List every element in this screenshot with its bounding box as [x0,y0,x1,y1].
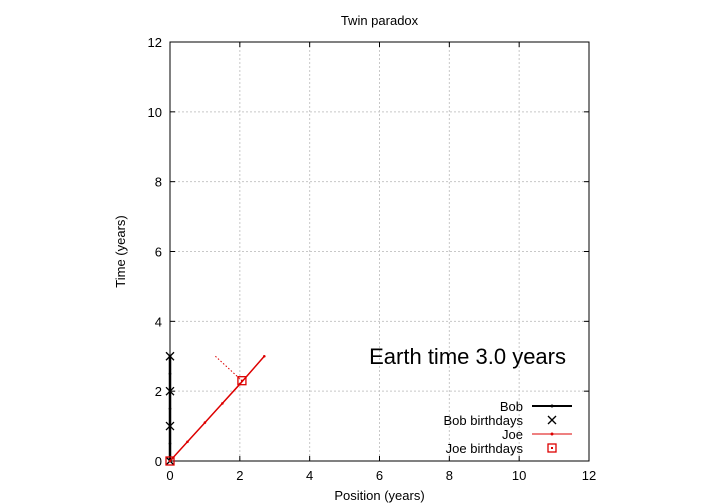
data-point [262,354,266,358]
legend-label: Bob [500,399,523,414]
x-marker [165,351,175,361]
x-marker [165,421,175,431]
x-tick-label: 12 [582,468,596,483]
data-point [203,421,207,424]
x-marker-stroke [165,351,175,361]
square-marker-outer [237,376,247,386]
x-marker-stroke [547,415,557,425]
series-line [169,355,265,462]
x-tick-label: 6 [376,468,383,483]
y-tick-label: 2 [155,384,162,399]
x-tick-label: 10 [512,468,526,483]
series-joe-birthdays [165,376,247,466]
legend-swatch-point [550,404,554,408]
y-tick-label: 8 [155,175,162,190]
x-marker [165,386,175,396]
y-tick-label: 6 [155,245,162,260]
square-marker [547,443,557,453]
x-tick-label: 8 [446,468,453,483]
series-joe [168,354,266,463]
x-marker-stroke [165,386,175,396]
square-marker-dot [169,460,171,462]
x-axis-label: Position (years) [334,488,424,503]
y-tick-label: 12 [148,35,162,50]
data-point [168,372,172,376]
square-marker-dot [240,379,243,382]
square-marker [237,376,247,386]
y-tick-label: 10 [148,105,162,120]
x-tick-label: 0 [166,468,173,483]
legend-label: Joe birthdays [446,441,524,456]
data-point [168,407,172,410]
square-marker-dot [551,447,553,449]
legend-swatch-point [550,432,554,436]
axis-ticks: 0 2 4 6 8 10 12 0 2 4 6 8 10 12 [148,35,597,483]
data-point [168,442,172,445]
y-tick-label: 0 [155,454,162,469]
chart-title: Twin paradox [341,13,419,28]
y-axis-label: Time (years) [113,215,128,287]
legend-label: Bob birthdays [444,413,524,428]
x-marker-stroke [165,421,175,431]
series-bob [168,354,172,463]
earth-time-annotation: Earth time 3.0 years [369,344,566,369]
legend-label: Joe [502,427,523,442]
x-tick-label: 2 [236,468,243,483]
square-marker [165,456,175,466]
square-marker-outer [547,443,557,453]
joe-signal-dotted-line [215,355,243,382]
y-tick-label: 4 [155,314,162,329]
data-point [186,440,189,444]
grid [170,42,589,461]
x-tick-label: 4 [306,468,313,483]
series [165,351,266,466]
data-point [221,402,224,405]
square-marker-outer [165,456,175,466]
x-marker [547,415,557,425]
